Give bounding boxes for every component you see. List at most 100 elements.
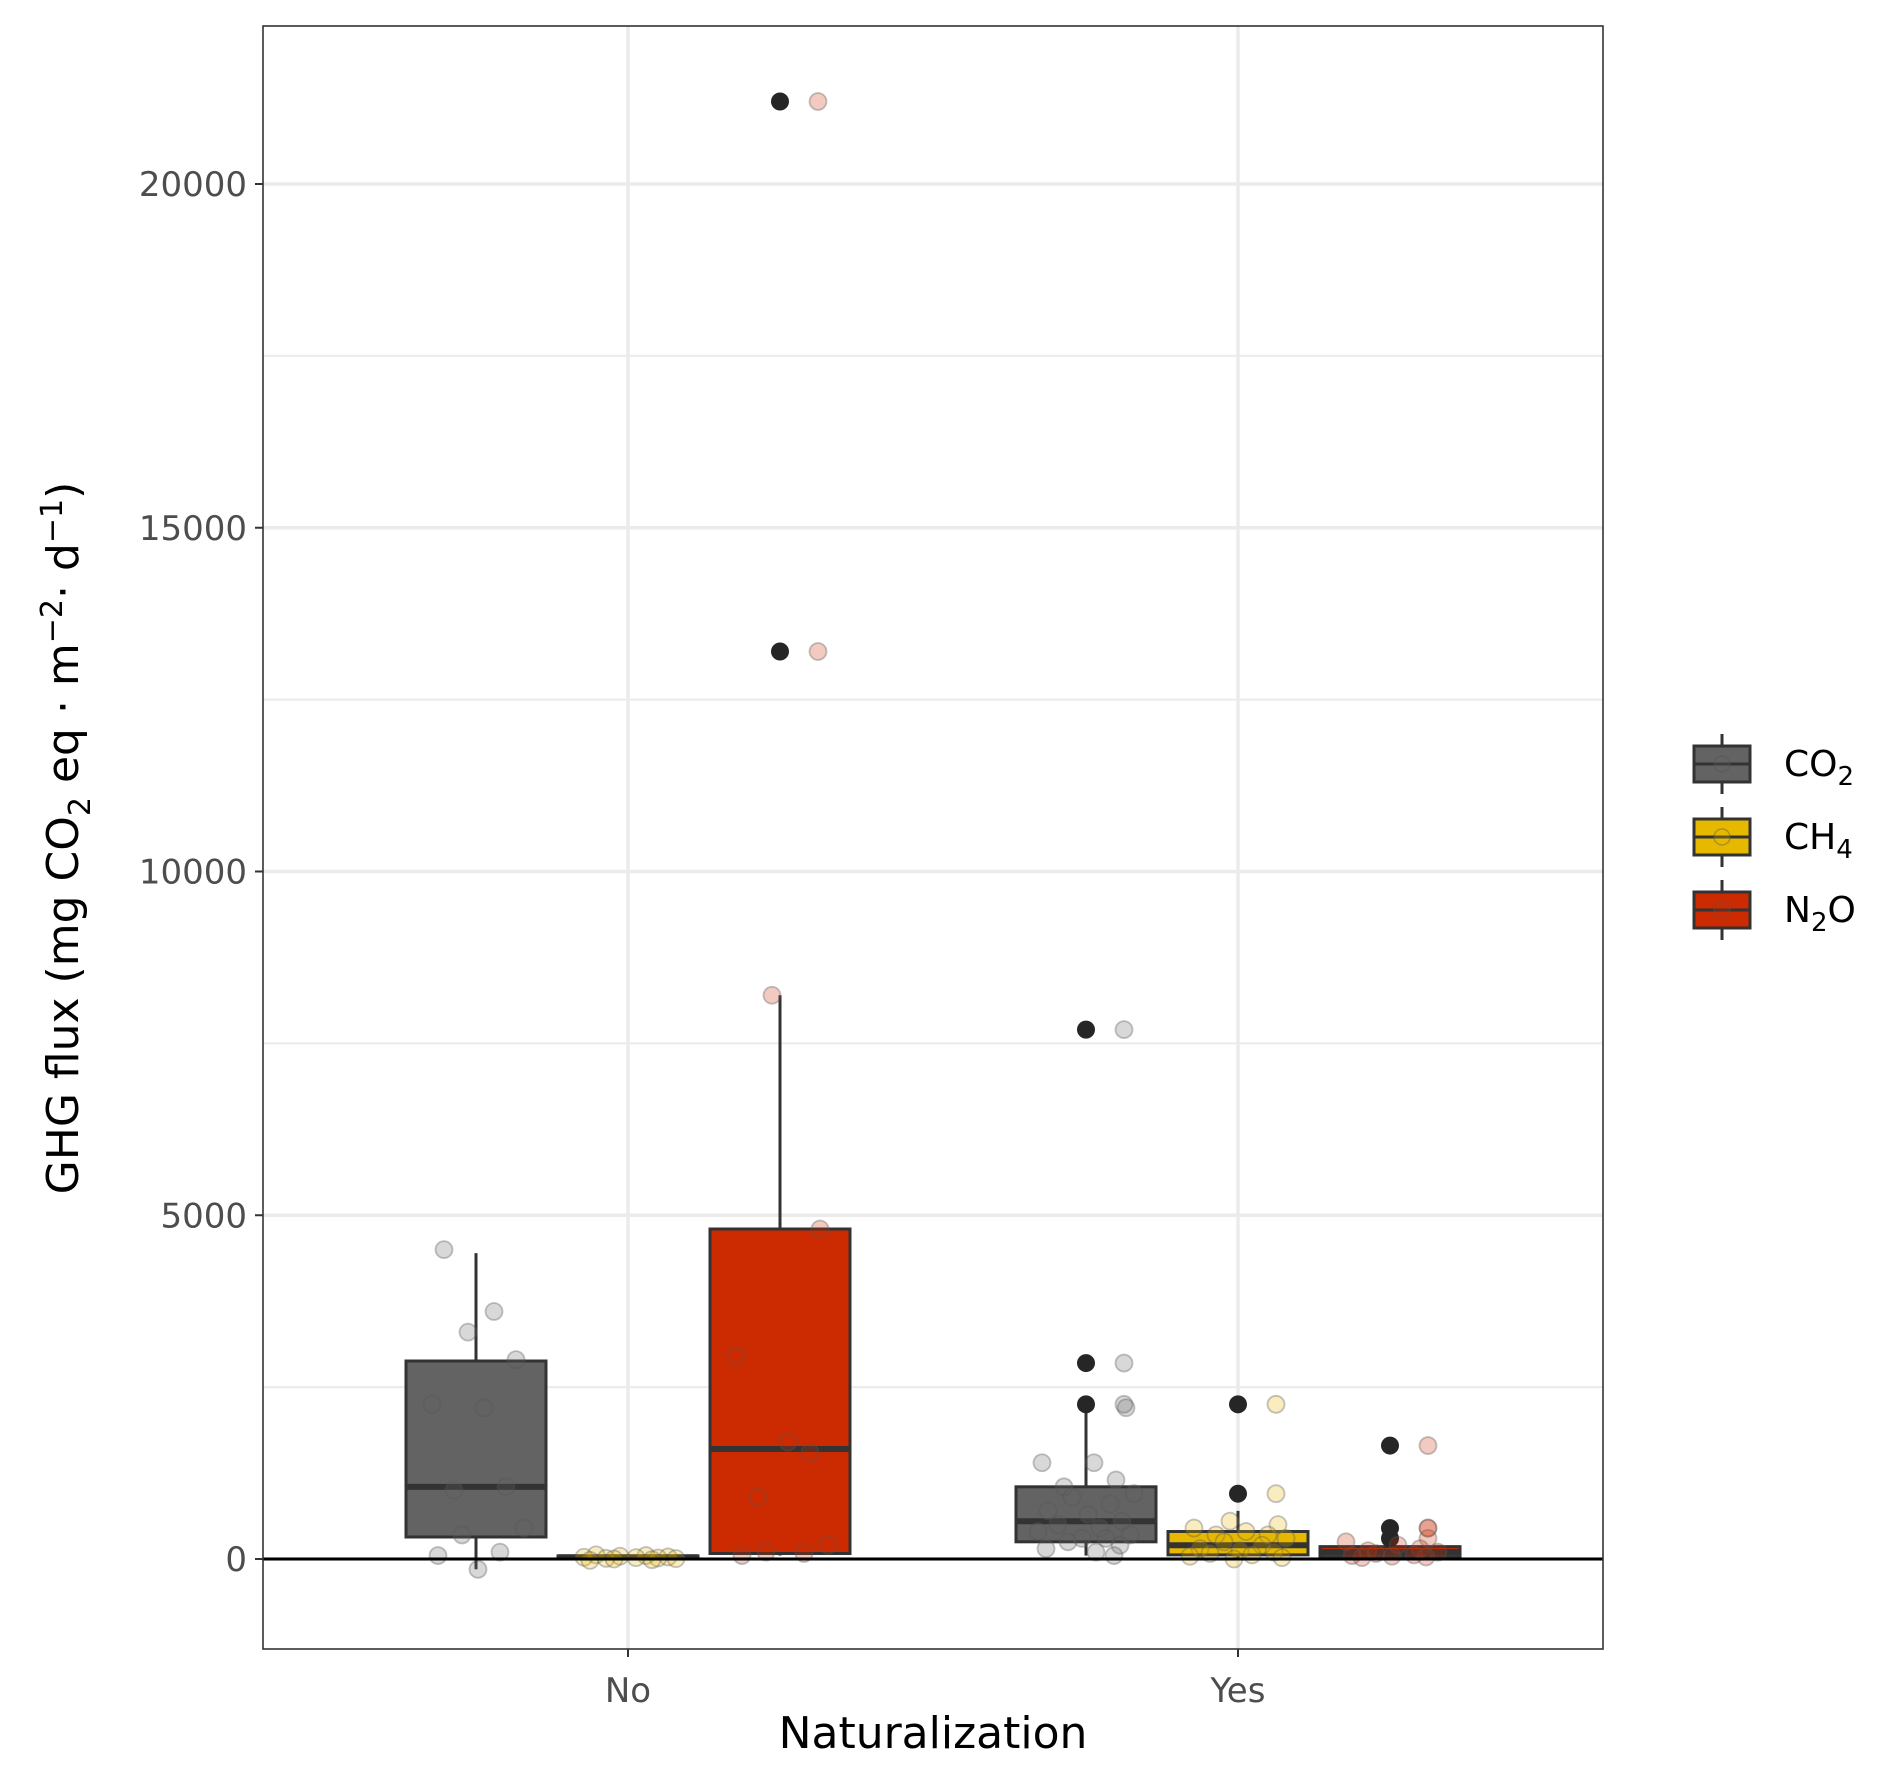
box-CO2-No [404, 1253, 548, 1570]
data-point [1214, 1532, 1234, 1552]
data-point [808, 642, 828, 661]
x-axis-title: Naturalization [779, 1708, 1088, 1759]
legend: CO2 CH4 N2O [1692, 734, 1856, 940]
outlier-point [1229, 1484, 1247, 1503]
y-tick-label: 15000 [139, 509, 247, 549]
x-tick-label: Yes [1210, 1671, 1266, 1711]
data-point [434, 1240, 454, 1260]
data-point [762, 985, 782, 1005]
data-point [1028, 1522, 1048, 1541]
boxes [404, 92, 1462, 1570]
legend-key-point [1713, 828, 1731, 846]
data-point [1072, 1528, 1092, 1548]
outlier-point [1381, 1436, 1399, 1455]
data-point [1266, 1394, 1286, 1414]
data-point [1038, 1501, 1058, 1521]
data-point [1382, 1546, 1402, 1566]
data-point [474, 1398, 494, 1418]
data-point [1258, 1525, 1278, 1545]
data-point [1190, 1539, 1210, 1559]
data-point [1266, 1484, 1286, 1504]
box-CO2-Yes [1014, 1020, 1158, 1556]
data-point [452, 1525, 472, 1545]
legend-key-point [1713, 755, 1731, 773]
data-point [658, 1547, 678, 1567]
data-point [1418, 1518, 1438, 1538]
panel-border [262, 25, 1604, 1650]
data-point [1104, 1546, 1124, 1565]
outlier-point [771, 642, 789, 661]
data-point [428, 1546, 448, 1565]
y-tick-label: 10000 [139, 853, 247, 893]
data-point [514, 1518, 534, 1538]
data-point [1112, 1511, 1132, 1531]
data-point [810, 1219, 830, 1239]
data-point [1418, 1436, 1438, 1455]
data-point [1336, 1532, 1356, 1552]
data-point [1180, 1546, 1200, 1566]
y-axis-ticks: 0 5000 10000 15000 20000 [139, 165, 263, 1580]
data-point [458, 1322, 478, 1342]
data-point [1096, 1528, 1116, 1548]
legend-label: N2O [1784, 890, 1856, 938]
data-point [1032, 1453, 1052, 1473]
data-point [1100, 1494, 1120, 1514]
x-tick-label: No [605, 1671, 651, 1711]
y-axis-title: GHG flux (mg CO2 eq · m−2· d−1) [35, 482, 98, 1195]
data-point [1078, 1504, 1098, 1524]
legend-key-point [1713, 901, 1731, 919]
data-point [732, 1546, 752, 1565]
data-point [1114, 1020, 1134, 1040]
data-point [1410, 1539, 1430, 1559]
data-point [1268, 1515, 1288, 1535]
legend-item-N2O: N2O [1692, 880, 1856, 940]
data-point [484, 1302, 504, 1321]
data-point [1242, 1545, 1262, 1565]
box-body [1014, 1485, 1158, 1544]
data-point [1264, 1542, 1284, 1562]
data-point [1084, 1453, 1104, 1473]
data-point [444, 1480, 464, 1500]
data-point [1124, 1484, 1144, 1504]
data-point [490, 1542, 510, 1562]
box-N2O-No [708, 92, 852, 1556]
data-point [574, 1547, 594, 1567]
data-point [1062, 1487, 1082, 1507]
data-point [1236, 1522, 1256, 1541]
box-CH4-Yes [1166, 1395, 1310, 1559]
data-point [1220, 1511, 1240, 1531]
data-point [1120, 1525, 1140, 1545]
data-point [726, 1346, 746, 1366]
data-point [1276, 1528, 1296, 1548]
y-tick-label: 5000 [160, 1196, 247, 1236]
data-point [800, 1443, 820, 1462]
data-point [1114, 1353, 1134, 1373]
data-point [778, 1432, 798, 1452]
jitter-points [422, 92, 1448, 1579]
outlier-point [1077, 1020, 1095, 1039]
outlier-point [1229, 1395, 1247, 1414]
outlier-point [1381, 1529, 1399, 1548]
data-point [1388, 1535, 1408, 1555]
x-axis-ticks: No Yes [605, 1649, 1266, 1711]
data-point [422, 1394, 442, 1414]
box-body [708, 1227, 852, 1555]
data-point [1184, 1518, 1204, 1538]
data-point [1054, 1477, 1074, 1497]
data-point [1116, 1398, 1136, 1418]
data-point [1058, 1532, 1078, 1552]
box-body [404, 1359, 548, 1539]
data-point [506, 1350, 526, 1370]
data-point [1106, 1470, 1126, 1490]
grid-lines [263, 26, 1603, 1649]
data-point [496, 1477, 516, 1497]
data-point [1114, 1394, 1134, 1414]
data-point [1252, 1535, 1272, 1555]
legend-label: CH4 [1784, 817, 1853, 865]
legend-item-CH4: CH4 [1692, 807, 1853, 867]
outlier-point [1077, 1395, 1095, 1414]
data-point [1428, 1542, 1448, 1562]
legend-label: CO2 [1784, 744, 1854, 792]
data-point [1418, 1518, 1438, 1538]
